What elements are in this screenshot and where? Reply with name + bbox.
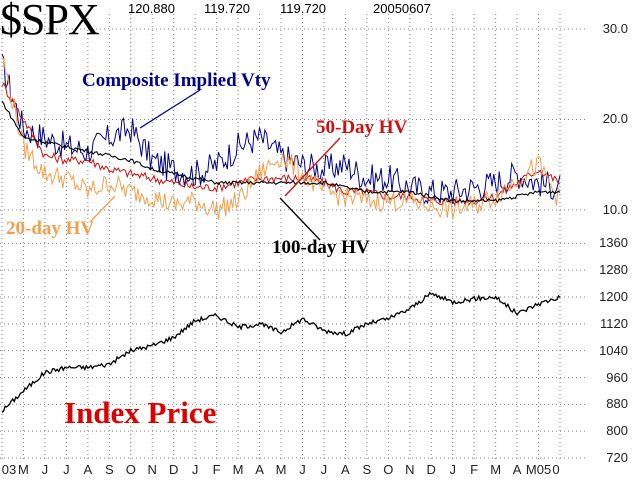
price-y-tick: 1200 [599, 289, 628, 304]
x-tick-label: M [232, 462, 244, 477]
composite-implied-vty-label: Composite Implied Vty [82, 70, 271, 91]
x-tick-label: 03 [1, 462, 17, 477]
index-price-label: Index Price [64, 395, 217, 430]
label-leader-lines [89, 89, 341, 241]
composite-implied-vty-line [1, 53, 561, 206]
x-tick-label: J [299, 462, 306, 477]
price-panel [1, 291, 561, 413]
x-tick-label: A [83, 462, 93, 477]
x-tick-label: J [191, 462, 199, 477]
price-y-tick: 1360 [599, 235, 628, 251]
hv100-line [1, 100, 561, 204]
price-y-tick: 720 [606, 450, 628, 465]
index-price-line [1, 291, 561, 413]
x-tick-label: D [168, 462, 179, 477]
readout-value-3: 119.720 [280, 1, 327, 16]
x-tick-label: M05 [525, 462, 552, 477]
price-y-tick: 800 [606, 423, 628, 439]
price-y-tick: 1040 [599, 342, 628, 358]
volatility-panel [1, 53, 561, 220]
x-tick-label: F [470, 462, 479, 477]
hv20-line [1, 57, 561, 220]
x-tick-label: S [362, 462, 372, 477]
price-y-tick: 880 [606, 396, 628, 412]
readout-date: 20050607 [373, 1, 431, 16]
hv100-label: 100-day HV [272, 237, 370, 258]
x-tick-label: M [490, 462, 502, 477]
readout-value-2: 119.720 [204, 1, 251, 16]
x-tick-label: 0 [552, 462, 560, 477]
x-tick-label: O [383, 462, 394, 477]
vol-y-tick: 30.0 [602, 21, 628, 37]
x-tick-label: A [512, 462, 522, 477]
hv20-label: 20-day HV [6, 218, 95, 239]
price-y-tick: 960 [606, 369, 628, 385]
x-tick-label: A [341, 462, 350, 477]
x-tick-label: J [41, 462, 49, 477]
price-y-tick: 1120 [600, 315, 628, 331]
x-tick-label: N [147, 462, 157, 477]
vol-y-tick: 20.0 [602, 111, 628, 127]
x-tick-label: S [104, 462, 114, 477]
hv100-leader [279, 197, 321, 241]
hv20-leader [89, 195, 116, 223]
x-tick-label: N [405, 462, 415, 477]
x-tick-label: J [449, 462, 456, 477]
x-tick-label: F [212, 462, 221, 477]
x-tick-label: D [426, 462, 436, 477]
x-tick-label: A [255, 462, 264, 477]
x-tick-label: M [18, 462, 29, 477]
x-tick-label: O [125, 462, 136, 477]
x-tick-label: J [320, 462, 328, 477]
ticker-symbol: $SPX [0, 0, 100, 44]
hv50-label: 50-Day HV [316, 117, 408, 138]
x-tick-label: J [63, 462, 70, 477]
x-tick-label: M [275, 462, 287, 477]
readout-value-1: 120.880 [128, 1, 175, 16]
vol-y-tick: 10.0 [602, 201, 628, 217]
hv50-leader [284, 137, 341, 197]
price-y-tick: 1280 [599, 262, 628, 278]
composite-leader [139, 89, 201, 129]
